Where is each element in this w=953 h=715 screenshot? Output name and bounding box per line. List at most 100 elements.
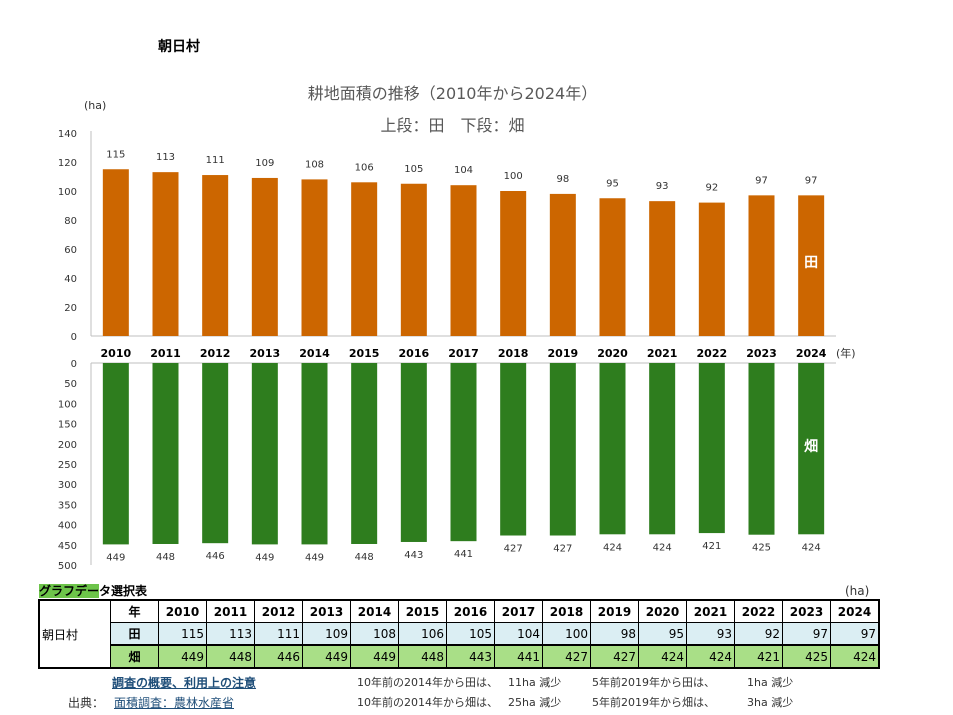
rice-data-label: 98 xyxy=(556,174,569,185)
field-y-tick: 300 xyxy=(58,480,77,491)
stat-rice-5y-value: 1ha 減少 xyxy=(747,676,794,689)
village-title: 朝日村 xyxy=(158,39,200,55)
field-y-tick: 400 xyxy=(58,521,77,532)
rice-data-label: 115 xyxy=(106,149,125,160)
field-data-label: 449 xyxy=(255,552,274,563)
rice-bar xyxy=(549,193,576,336)
field-bar xyxy=(251,363,278,545)
table-row-rice: 田 115 113 111 109 108 106 105 104 100 98 95 93 92 97 97 xyxy=(39,622,880,646)
field-data-label: 449 xyxy=(305,552,324,563)
field-bar xyxy=(301,363,328,545)
rice-y-tick: 120 xyxy=(58,158,77,169)
notes-link[interactable]: 調査の概要、利用上の注意 xyxy=(112,676,257,690)
stat-field-5y-value: 3ha 減少 xyxy=(747,696,794,709)
rice-bar xyxy=(698,202,725,336)
field-y-tick: 100 xyxy=(58,399,77,410)
table-field-cell: 446 xyxy=(254,644,303,669)
field-data-label: 424 xyxy=(802,542,821,553)
table-rice-cell: 113 xyxy=(206,622,255,646)
table-rice-cell: 98 xyxy=(590,622,639,646)
table-rice-cell: 95 xyxy=(638,622,687,646)
rice-bar xyxy=(202,175,229,336)
rice-data-label: 105 xyxy=(404,164,423,175)
field-data-label: 425 xyxy=(752,543,771,554)
table-field-cell: 427 xyxy=(542,644,591,669)
rice-bar xyxy=(102,169,129,336)
field-data-label: 448 xyxy=(156,552,175,563)
stat-rice-5y-text: 5年前2019年から田は、 xyxy=(592,676,715,689)
table-caption: グラフデータ選択表 xyxy=(39,582,147,599)
field-data-label: 449 xyxy=(106,552,125,563)
year-axis-label: 2018 xyxy=(498,347,529,360)
table-year-cell: 2016 xyxy=(446,599,495,623)
field-bar xyxy=(102,363,129,545)
table-year-cell: 2013 xyxy=(302,599,351,623)
stat-field-10y: 10年前の2014年から畑は、 25ha 減少 xyxy=(357,694,561,710)
table-field-label: 畑 xyxy=(110,644,159,669)
stat-rice-10y: 10年前の2014年から田は、 11ha 減少 xyxy=(357,674,561,690)
rice-data-label: 108 xyxy=(305,159,324,170)
chart-title: 耕地面積の推移（2010年から2024年） xyxy=(307,84,598,103)
field-bar xyxy=(202,363,229,544)
rice-bar xyxy=(351,182,378,336)
table-year-cell: 2017 xyxy=(494,599,543,623)
table-field-cell: 425 xyxy=(782,644,831,669)
rice-data-label: 97 xyxy=(755,175,768,186)
stat-rice-10y-text: 10年前の2014年から田は、 xyxy=(357,676,498,689)
data-table: 朝日村年 2010 2011 2012 2013 2014 2015 2016 2017 2018… xyxy=(38,599,880,669)
table-rice-cell: 92 xyxy=(734,622,783,646)
rice-data-label: 100 xyxy=(504,171,523,182)
table-caption-rest: タ選択表 xyxy=(99,584,148,598)
table-rice-cell: 109 xyxy=(302,622,351,646)
rice-y-tick: 40 xyxy=(64,274,77,285)
year-axis-label: 2012 xyxy=(200,347,231,360)
field-bar xyxy=(400,363,427,542)
year-axis-label: 2021 xyxy=(647,347,678,360)
field-data-label: 446 xyxy=(206,551,225,562)
year-axis-label: 2020 xyxy=(597,347,628,360)
field-bar xyxy=(351,363,378,544)
table-year-cell: 2019 xyxy=(590,599,639,623)
year-axis-label: 2011 xyxy=(150,347,181,360)
table-unit: (ha) xyxy=(845,584,870,598)
year-axis-label: 2019 xyxy=(548,347,579,360)
field-bar xyxy=(698,363,725,534)
stat-field-10y-value: 25ha 減少 xyxy=(508,696,562,709)
table-field-cell: 421 xyxy=(734,644,783,669)
year-unit-label: (年) xyxy=(836,346,856,360)
rice-inner-label: 田 xyxy=(804,255,818,271)
field-bar xyxy=(549,363,576,536)
table-rice-cell: 100 xyxy=(542,622,591,646)
table-rice-cell: 105 xyxy=(446,622,495,646)
table-year-cell: 2015 xyxy=(398,599,447,623)
table-field-cell: 449 xyxy=(302,644,351,669)
year-axis-label: 2013 xyxy=(250,347,281,360)
table-village-cell: 朝日村 xyxy=(38,599,111,669)
table-caption-highlight: グラフデー xyxy=(39,584,100,598)
field-y-tick: 500 xyxy=(58,561,77,572)
rice-bar xyxy=(251,177,278,336)
table-field-cell: 427 xyxy=(590,644,639,669)
table-year-cell: 2012 xyxy=(254,599,303,623)
rice-data-label: 113 xyxy=(156,152,175,163)
field-y-tick: 250 xyxy=(58,460,77,471)
table-year-cell: 2022 xyxy=(734,599,783,623)
stat-rice-5y: 5年前2019年から田は、 1ha 減少 xyxy=(592,674,793,690)
table-year-cell: 2018 xyxy=(542,599,591,623)
chart-subtitle: 上段：田 下段：畑 xyxy=(380,116,525,135)
table-year-cell: 2023 xyxy=(782,599,831,623)
rice-bar xyxy=(599,198,626,336)
rice-y-tick: 100 xyxy=(58,187,77,198)
table-field-cell: 424 xyxy=(830,644,880,669)
rice-bar xyxy=(301,179,328,336)
table-rice-cell: 93 xyxy=(686,622,735,646)
rice-bar xyxy=(500,191,527,336)
stat-rice-10y-value: 11ha 減少 xyxy=(508,676,562,689)
table-year-cell: 2020 xyxy=(638,599,687,623)
rice-bar xyxy=(152,172,179,336)
year-axis-label: 2022 xyxy=(697,347,728,360)
source-link[interactable]: 面積調査：農林水産省 xyxy=(114,696,235,710)
field-y-tick: 50 xyxy=(64,379,77,390)
table-field-cell: 441 xyxy=(494,644,543,669)
